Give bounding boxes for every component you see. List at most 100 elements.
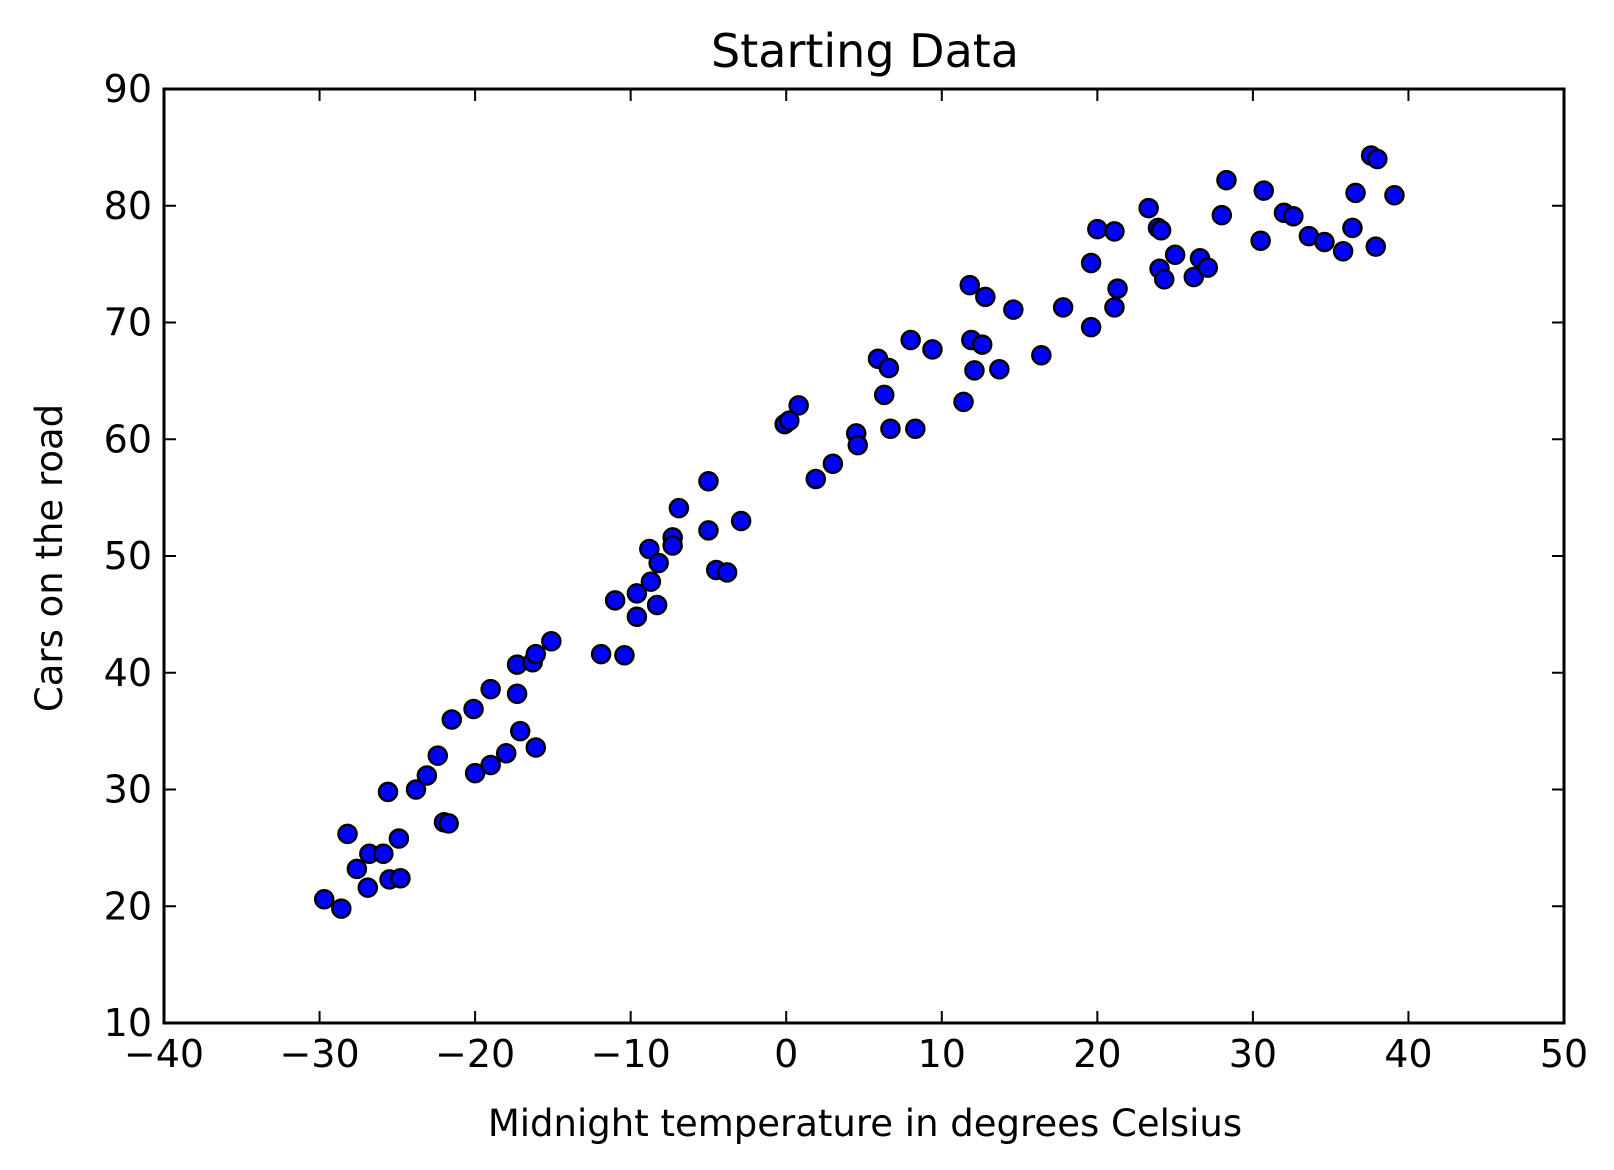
- data-point: [922, 339, 943, 360]
- data-point: [1342, 217, 1363, 239]
- data-point: [1183, 266, 1205, 288]
- y-axis-label: Cars on the road: [28, 404, 71, 712]
- data-point: [805, 468, 827, 490]
- data-point: [900, 329, 921, 351]
- data-point: [1104, 221, 1125, 242]
- data-point: [604, 590, 626, 611]
- data-point: [1104, 297, 1125, 318]
- y-tick-label: 90: [104, 67, 152, 111]
- data-point: [905, 418, 926, 439]
- data-point: [847, 434, 869, 456]
- data-point: [1345, 182, 1366, 204]
- x-tick-label: −10: [591, 1032, 671, 1076]
- data-point: [779, 410, 800, 431]
- data-point: [1283, 206, 1304, 227]
- x-tick-label: −30: [279, 1032, 359, 1076]
- data-point: [427, 745, 449, 766]
- data-point: [1087, 218, 1108, 240]
- data-point: [639, 538, 660, 560]
- data-point: [1138, 197, 1159, 219]
- data-point: [541, 630, 562, 652]
- data-point: [873, 384, 895, 406]
- x-axis-label: Midnight temperature in degrees Celsius: [488, 1102, 1242, 1145]
- data-point: [989, 358, 1010, 380]
- data-point: [959, 274, 981, 296]
- data-point: [331, 898, 352, 919]
- data-point: [1250, 230, 1271, 252]
- data-point: [1052, 297, 1074, 318]
- data-point: [590, 643, 612, 665]
- data-point: [1384, 184, 1405, 206]
- data-point: [640, 571, 662, 592]
- data-point: [1216, 169, 1237, 191]
- y-tick-label: 60: [104, 417, 152, 461]
- data-point: [878, 357, 900, 379]
- x-tick-label: 50: [1540, 1032, 1588, 1076]
- data-point: [646, 594, 668, 616]
- data-point: [1003, 299, 1024, 320]
- data-point: [1314, 231, 1335, 253]
- data-point: [1197, 257, 1219, 278]
- data-point: [730, 510, 752, 532]
- data-point: [1332, 241, 1354, 262]
- data-point: [964, 360, 985, 381]
- data-point: [373, 843, 394, 864]
- data-point: [390, 867, 411, 889]
- data-point: [1150, 220, 1172, 241]
- y-tick-label: 10: [104, 1001, 152, 1045]
- data-point: [822, 453, 844, 475]
- data-point: [698, 520, 719, 541]
- data-point: [662, 535, 683, 556]
- x-tick-label: 30: [1229, 1032, 1277, 1076]
- data-point: [1107, 278, 1128, 299]
- data-point: [480, 678, 501, 700]
- data-point: [648, 552, 669, 574]
- data-point: [405, 779, 427, 800]
- data-point: [441, 709, 463, 730]
- data-point: [626, 583, 648, 604]
- data-point: [668, 497, 690, 519]
- data-point: [1365, 236, 1387, 257]
- data-point: [626, 606, 648, 627]
- data-point: [346, 858, 368, 880]
- data-point: [506, 683, 528, 705]
- data-point: [525, 737, 547, 758]
- data-point: [495, 743, 517, 764]
- y-tick-label: 50: [104, 534, 152, 578]
- data-point: [525, 643, 547, 665]
- y-tick-label: 20: [104, 884, 152, 928]
- data-points: [313, 145, 1405, 919]
- data-point: [463, 698, 484, 720]
- x-tick-label: −20: [435, 1032, 515, 1076]
- axes-frame: [162, 87, 1566, 1025]
- data-point: [975, 286, 996, 308]
- data-point: [1153, 269, 1175, 290]
- x-tick-label: −40: [124, 1032, 204, 1076]
- y-tick-label: 70: [104, 301, 152, 345]
- x-tick-label: 20: [1073, 1032, 1121, 1076]
- data-point: [1080, 316, 1102, 338]
- chart-title: Starting Data: [711, 24, 1019, 78]
- data-point: [337, 823, 358, 845]
- y-tick-label: 40: [104, 651, 152, 695]
- data-point: [1367, 148, 1388, 170]
- data-point: [880, 418, 901, 439]
- data-point: [438, 813, 459, 834]
- data-point: [480, 754, 501, 776]
- data-point: [464, 762, 486, 784]
- data-point: [971, 334, 993, 355]
- data-point: [1164, 244, 1186, 266]
- data-point: [416, 765, 438, 786]
- data-point: [388, 828, 410, 849]
- data-point: [1031, 344, 1052, 366]
- data-point: [1080, 252, 1102, 274]
- axis-ticks: −40 −30 −20 −10 0 10 20 30 40 50 10 20 30 40 50 60 70 80 9…: [104, 67, 1589, 1076]
- data-point: [614, 644, 635, 666]
- data-point: [377, 781, 399, 803]
- data-point: [313, 888, 335, 910]
- data-point: [698, 471, 719, 492]
- x-tick-label: 0: [774, 1032, 798, 1076]
- x-tick-label: 40: [1384, 1032, 1432, 1076]
